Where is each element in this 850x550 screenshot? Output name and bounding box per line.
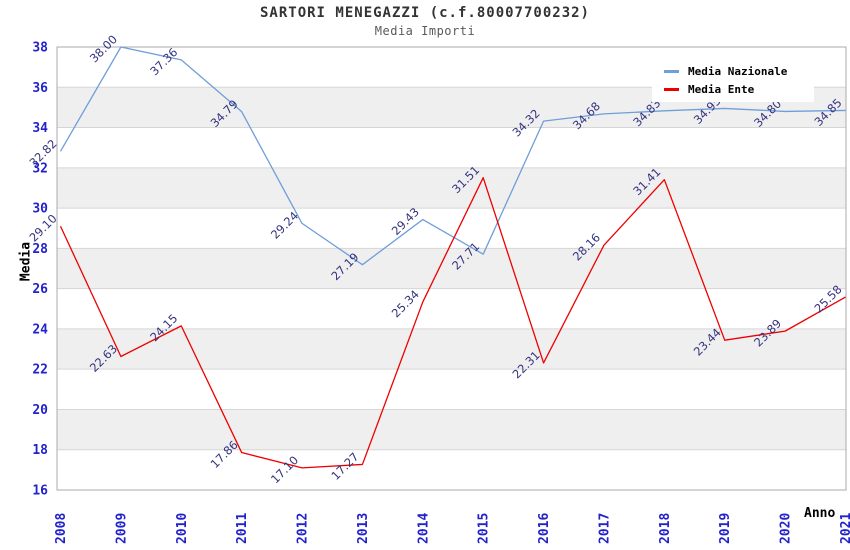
x-tick-label: 2020 xyxy=(779,513,794,544)
series-line-media-ente xyxy=(59,177,846,469)
point-label: 25.34 xyxy=(389,287,422,320)
x-tick-label: 2021 xyxy=(839,513,850,544)
y-tick-label: 30 xyxy=(32,202,48,217)
x-tick-label: 2014 xyxy=(416,513,431,544)
plot-band xyxy=(57,248,846,289)
y-tick-label: 22 xyxy=(32,363,48,378)
x-tick-label: 2018 xyxy=(658,513,673,544)
legend-label-nazionale: Media Nazionale xyxy=(688,64,788,78)
y-tick-label: 24 xyxy=(32,322,48,337)
x-tick-label: 2009 xyxy=(114,513,129,544)
x-tick-label: 2010 xyxy=(175,513,190,544)
y-axis-title: Media xyxy=(18,241,34,282)
legend: Media Nazionale Media Ente xyxy=(652,58,814,102)
y-tick-label: 18 xyxy=(32,443,48,458)
chart-title: SARTORI MENEGAZZI (c.f.80007700232) xyxy=(259,5,590,21)
y-tick-label: 16 xyxy=(32,484,48,499)
legend-swatch-ente-icon xyxy=(664,87,679,91)
plot-border xyxy=(56,46,847,491)
y-tick-label: 38 xyxy=(32,41,48,56)
x-tick-label: 2012 xyxy=(296,513,311,544)
y-tick-label: 32 xyxy=(32,161,48,176)
x-tick-label: 2019 xyxy=(718,513,733,544)
series-line-media-nazionale xyxy=(59,46,846,266)
y-tick-label: 28 xyxy=(32,242,48,257)
point-label: 17.10 xyxy=(268,453,301,486)
point-label: 37.36 xyxy=(147,45,180,78)
y-tick-label: 20 xyxy=(32,403,48,418)
x-tick-label: 2011 xyxy=(235,513,250,544)
plot-band xyxy=(57,328,846,370)
point-label: 29.24 xyxy=(268,209,301,242)
legend-label-ente: Media Ente xyxy=(688,82,755,96)
y-tick-label: 36 xyxy=(32,81,48,96)
y-tick-label: 26 xyxy=(32,282,48,297)
x-axis-title: Anno xyxy=(804,506,836,521)
x-tick-label: 2017 xyxy=(597,513,612,544)
point-label: 38.00 xyxy=(87,32,120,65)
legend-item-media-ente: Media Ente xyxy=(664,83,814,96)
x-tick-label: 2016 xyxy=(537,513,552,544)
chart-subtitle: Media Importi xyxy=(374,24,476,38)
y-tick-label: 34 xyxy=(32,121,48,136)
legend-swatch-nazionale-icon xyxy=(664,69,679,73)
x-tick-label: 2008 xyxy=(54,513,69,544)
plot-band xyxy=(57,167,846,209)
x-tick-label: 2013 xyxy=(356,513,371,544)
plot-band xyxy=(57,409,846,450)
legend-item-media-nazionale: Media Nazionale xyxy=(664,65,814,78)
x-tick-label: 2015 xyxy=(477,513,492,544)
